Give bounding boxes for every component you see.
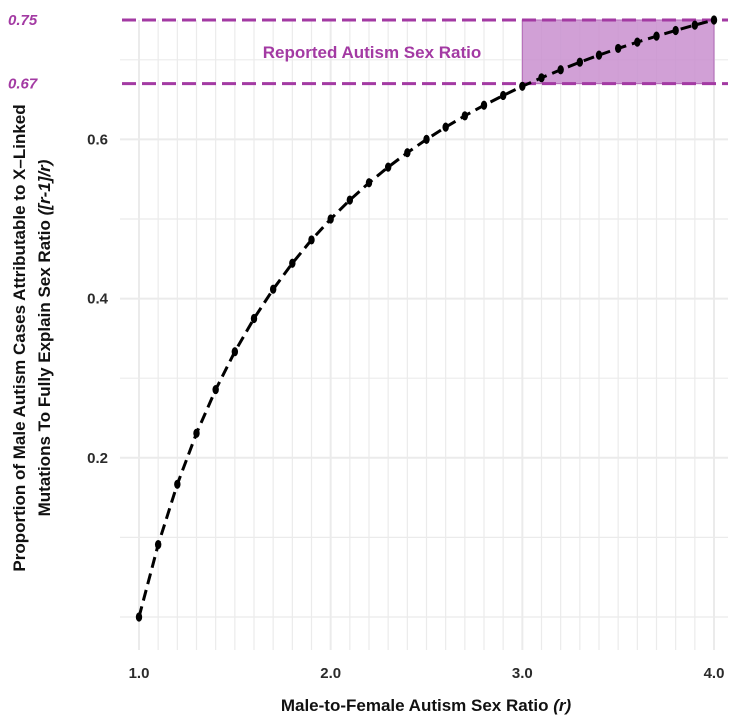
reference-line-label: 0.67 (8, 76, 38, 93)
data-point (557, 65, 564, 75)
y-axis-title-formula: ([r-1]/r) (35, 159, 54, 215)
data-point (595, 50, 603, 60)
data-point (250, 313, 258, 324)
data-point (154, 540, 162, 550)
data-point (461, 111, 469, 121)
data-point (538, 73, 545, 83)
data-point (576, 57, 584, 67)
grid (120, 20, 728, 650)
data-point (289, 258, 296, 268)
y-axis-title-line2: Mutations To Fully Explain Sex Ratio ([r… (35, 159, 54, 516)
band-label: Reported Autism Sex Ratio (263, 43, 482, 62)
data-point (480, 100, 488, 110)
data-point (174, 479, 181, 489)
y-tick-label: 0.6 (87, 131, 108, 148)
data-point (614, 43, 622, 54)
reference-lines: 0.75 0.67 (8, 12, 728, 93)
data-point (231, 347, 239, 357)
y-tick-label: 0.2 (87, 450, 108, 467)
data-point (365, 178, 373, 188)
data-point (346, 195, 354, 205)
data-point (691, 20, 699, 30)
data-point (710, 15, 718, 25)
x-axis-title-var: (r) (553, 696, 571, 715)
data-point (442, 122, 449, 132)
y-tick-label: 0.4 (87, 291, 109, 308)
data-point (672, 25, 679, 36)
data-point (404, 148, 411, 158)
data-point (212, 384, 219, 395)
reference-line-label: 0.75 (8, 12, 38, 29)
y-axis-title-line1: Proportion of Male Autism Cases Attribut… (10, 104, 29, 571)
data-point (423, 134, 430, 144)
data-point (384, 162, 392, 172)
data-point (193, 428, 200, 438)
x-tick-label: 3.0 (512, 665, 533, 682)
data-point (499, 90, 507, 101)
data-point (327, 214, 334, 224)
series-layer (135, 15, 718, 622)
data-point (653, 31, 660, 41)
data-point (269, 284, 277, 294)
data-point (519, 81, 526, 91)
x-tick-label: 4.0 (704, 665, 725, 682)
data-point (135, 612, 143, 622)
x-tick-label: 1.0 (129, 665, 150, 682)
y-axis-title-line2-text: Mutations To Fully Explain Sex Ratio (35, 220, 54, 516)
x-axis-title: Male-to-Female Autism Sex Ratio (r) (281, 696, 572, 715)
data-point (634, 37, 641, 47)
x-tick-label: 2.0 (320, 665, 341, 682)
data-point (308, 235, 315, 245)
tick-labels: 1.0 2.0 3.0 4.0 0.2 0.4 0.6 (87, 131, 724, 682)
x-axis-title-text: Male-to-Female Autism Sex Ratio (281, 696, 549, 715)
